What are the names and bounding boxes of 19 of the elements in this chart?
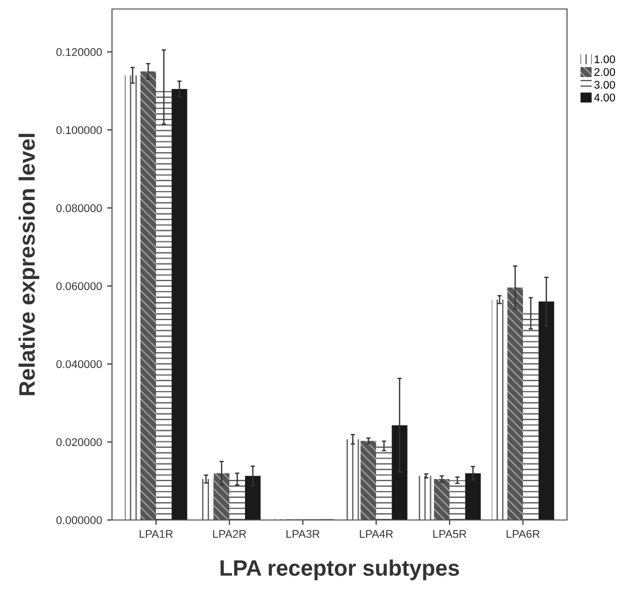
x-axis-title: LPA receptor subtypes: [220, 560, 459, 580]
legend-label: 3.00: [594, 80, 616, 89]
x-tick-label: LPA4R: [360, 530, 393, 538]
y-tick-label: 0.120000: [56, 48, 102, 56]
y-tick-label: 0.060000: [56, 282, 102, 290]
y-tick-label: 0.100000: [56, 126, 102, 134]
y-tick-label: 0.020000: [56, 438, 102, 446]
y-tick-label: 0.040000: [56, 360, 102, 368]
legend-label: 4.00: [594, 94, 616, 102]
x-tick-label: LPA5R: [433, 530, 466, 538]
x-tick-label: LPA6R: [506, 530, 540, 538]
y-axis-title: Relative expression level: [18, 134, 40, 396]
x-tick-label: LPA1R: [140, 530, 173, 538]
x-tick-label: LPA2R: [213, 530, 246, 538]
legend-label: 2.00: [594, 68, 616, 76]
legend-label: 1.00: [594, 55, 616, 64]
y-tick-label: 0.080000: [56, 204, 102, 212]
y-tick-label: 0.000000: [56, 516, 102, 524]
x-tick-label: LPA3R: [286, 530, 320, 538]
